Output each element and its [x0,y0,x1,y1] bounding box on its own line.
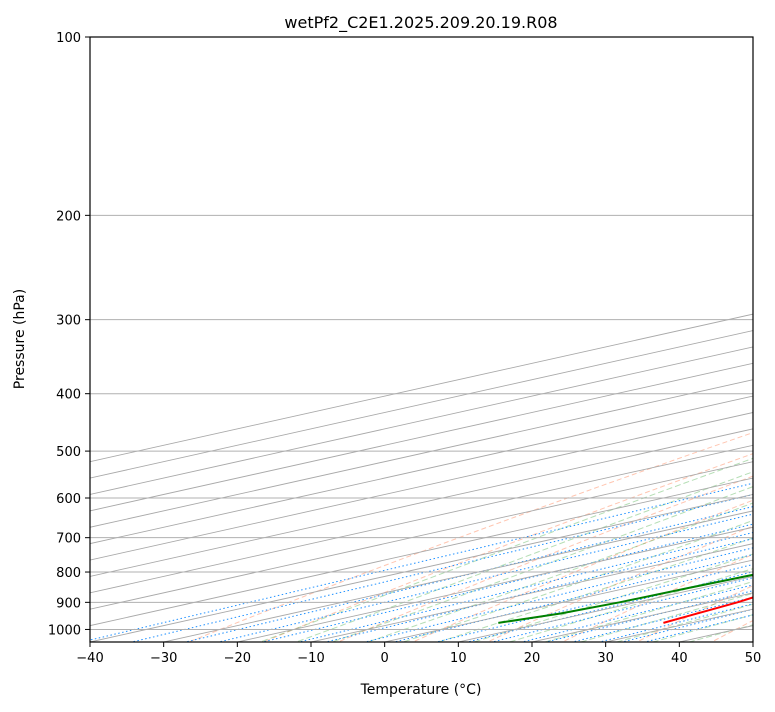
y-tick-label: 600 [56,492,81,507]
isotherm-line [0,10,775,645]
isotherm-line [521,10,775,645]
isotherm-line [0,10,775,645]
y-tick-label: 1000 [48,623,81,638]
y-tick-label: 100 [56,31,81,46]
x-tick-label: −40 [76,651,103,666]
moist-adiabat-line [396,37,775,644]
dry-adiabat-line [707,37,775,644]
dewpoint-profile-line [498,37,775,623]
x-tick-label: 20 [524,651,541,666]
isotherm-line [0,10,775,645]
x-axis-label: Temperature (°C) [360,682,482,698]
chart-title: wetPf2_C2E1.2025.209.20.19.R08 [284,13,557,33]
y-axis-label: Pressure (hPa) [12,289,28,389]
dry-adiabat-line [183,37,775,644]
dry-adiabat-line [258,37,775,644]
x-tick-label: 0 [381,651,389,666]
isotherm-line [153,10,775,645]
isotherm-line [742,10,775,645]
y-tick-label: 500 [56,445,81,460]
y-tick-label: 900 [56,596,81,611]
x-tick-label: −20 [224,651,251,666]
moist-adiabat-line [290,37,775,644]
y-tick-label: 300 [56,314,81,329]
isotherm-line [0,10,775,645]
x-tick-label: 50 [745,651,762,666]
mixing-ratio-line [537,451,775,644]
x-tick-label: 40 [671,651,688,666]
mixing-ratio-line [176,451,775,644]
isotherm-line [0,10,775,645]
mixing-ratio-line [636,451,775,644]
y-tick-label: 800 [56,566,81,581]
mixing-ratio-line [427,451,775,644]
moist-adiabat-line [254,37,775,644]
moist-adiabat-line [361,37,775,644]
isotherm-line [5,10,775,645]
plot-background-lines [0,10,775,645]
axes: −40 −30 −20 −10 0 10 20 30 40 50 100 200 300 400 500 60… [48,31,761,666]
moist-adiabat-line [537,37,775,644]
y-tick-label: 400 [56,388,81,403]
isotherm-line [0,10,775,645]
x-tick-label: −10 [297,651,324,666]
moist-adiabat-line [572,37,775,644]
profile-lines [498,37,775,623]
isotherm-line [300,10,775,645]
x-tick-label: 30 [597,651,614,666]
isotherm-line [0,10,775,645]
x-tick-label: 10 [450,651,467,666]
dry-adiabat-line [482,37,775,644]
isotherm-line [0,10,775,645]
isotherm-line [79,10,775,645]
y-tick-label: 700 [56,532,81,547]
moist-adiabat-line [431,37,775,644]
y-tick-label: 200 [56,209,81,224]
dry-adiabat-line [557,37,775,644]
x-tick-label: −30 [150,651,177,666]
isotherm-line [0,10,775,645]
moist-adiabat-line [501,37,775,644]
isotherm-line [0,10,775,645]
